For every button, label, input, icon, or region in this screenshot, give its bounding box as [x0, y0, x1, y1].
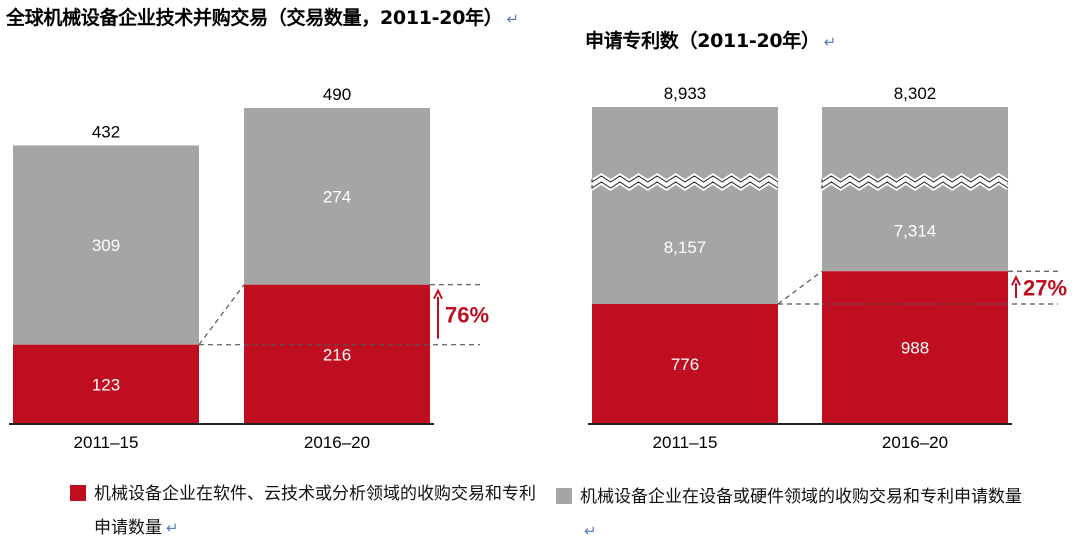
data-label-software: 988	[901, 339, 929, 358]
right-chart-title: 申请专利数（2011-20年） ↵	[585, 30, 837, 52]
bar-hardware	[244, 108, 430, 285]
connector-diagonal	[777, 270, 823, 305]
x-tick-label: 2011–15	[74, 433, 139, 452]
data-label-total: 8,302	[894, 84, 937, 103]
growth-label: 76%	[445, 303, 489, 328]
axis-break-line	[821, 175, 1009, 183]
legend-item-software: 机械设备企业在软件、云技术或分析领域的收购交易和专利申请数量 ↵	[70, 477, 540, 545]
data-label-total: 8,933	[664, 84, 707, 103]
growth-arrow-up-icon	[1011, 274, 1021, 286]
data-label-software: 216	[323, 345, 351, 364]
data-label-hardware: 274	[323, 187, 351, 206]
x-tick-label: 2016–20	[304, 433, 370, 452]
growth-arrow-up-icon	[433, 288, 443, 300]
data-label-software: 123	[92, 375, 120, 394]
return-mark-icon: ↵	[506, 10, 520, 28]
return-mark-icon: ↵	[584, 522, 597, 540]
bar-software	[592, 304, 778, 424]
axis-break-line	[591, 175, 779, 183]
left-chart-title: 全球机械设备企业技术并购交易（交易数量，2011-20年） ↵	[6, 7, 520, 29]
data-label-software: 776	[671, 355, 699, 374]
axis-break-line	[591, 181, 779, 189]
bar-software	[822, 271, 1008, 424]
data-label-total: 432	[92, 122, 120, 141]
x-tick-label: 2016–20	[882, 433, 948, 452]
bar-software	[13, 344, 199, 424]
legend-swatch-gray	[556, 488, 572, 504]
data-label-hardware: 8,157	[664, 238, 707, 257]
axis-break-line	[821, 181, 1009, 189]
x-tick-label: 2011–15	[653, 433, 718, 452]
data-label-hardware: 309	[92, 236, 120, 255]
connector-diagonal	[198, 284, 245, 346]
legend-item-hardware: 机械设备企业在设备或硬件领域的收购交易和专利申请数量↵	[556, 480, 1036, 548]
legend-swatch-red	[70, 485, 86, 501]
bar-hardware	[592, 107, 778, 304]
growth-label: 27%	[1023, 276, 1067, 301]
data-label-hardware: 7,314	[894, 222, 937, 241]
bar-hardware	[13, 145, 199, 345]
data-label-total: 490	[323, 85, 351, 104]
return-mark-icon: ↵	[166, 519, 179, 537]
return-mark-icon: ↵	[823, 33, 837, 51]
bar-software	[244, 284, 430, 424]
